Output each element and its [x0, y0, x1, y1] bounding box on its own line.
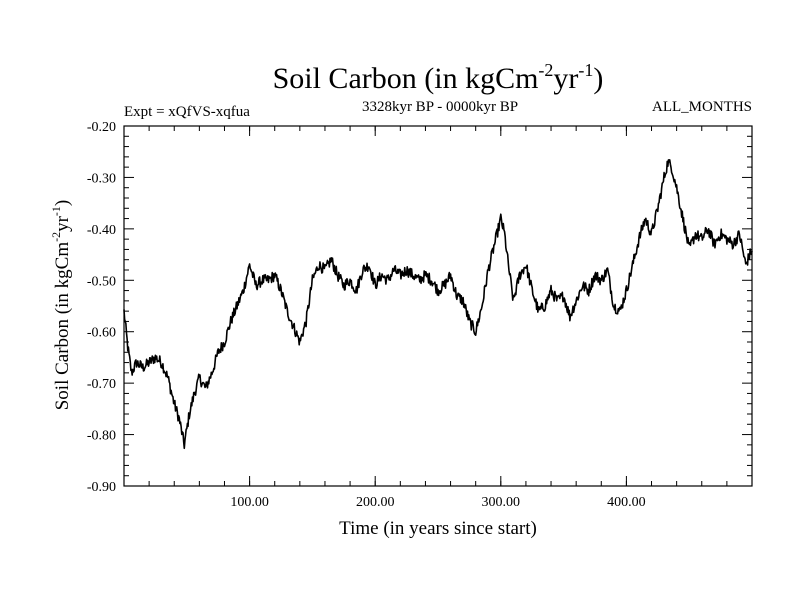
chart-title: Soil Carbon (in kgCm-2yr-1) — [273, 60, 604, 95]
y-tick-label: -0.50 — [87, 274, 116, 289]
chart-title-main: Soil Carbon (in kgCm — [273, 62, 539, 95]
subtitle-right: ALL_MONTHS — [652, 99, 752, 115]
plot-area — [123, 159, 753, 450]
y-axis-title-sup2: -1 — [49, 206, 63, 216]
chart-title-sup1: -2 — [538, 60, 553, 80]
y-tick-label: -0.90 — [87, 480, 116, 495]
y-axis-title: Soil Carbon (in kgCm-2yr-1) — [49, 200, 73, 411]
y-tick-label: -0.60 — [87, 326, 116, 341]
chart-title-end: ) — [593, 62, 603, 95]
subtitle-left: Expt = xQfVS-xqfua — [124, 104, 250, 120]
y-axis-title-sup1: -2 — [49, 232, 63, 242]
y-tick-label: -0.80 — [87, 429, 116, 444]
axis-tick-labels: 100.00 200.00 300.00 400.00 -0.90 -0.80 -0.70 -… — [87, 120, 646, 510]
y-tick-label: -0.20 — [87, 120, 116, 135]
y-tick-label: -0.40 — [87, 223, 116, 238]
x-axis-title: Time (in years since start) — [339, 518, 537, 539]
y-tick-label: -0.30 — [87, 171, 116, 186]
y-tick-label: -0.70 — [87, 377, 116, 392]
x-tick-label: 400.00 — [607, 495, 646, 510]
x-tick-label: 100.00 — [230, 495, 269, 510]
series-line-soil-carbon — [123, 159, 753, 450]
y-axis-title-main: Soil Carbon (in kgCm — [52, 242, 73, 411]
plot-frame — [123, 125, 753, 487]
axis-ticks — [124, 125, 752, 487]
x-tick-label: 300.00 — [482, 495, 521, 510]
chart-title-sup2: -1 — [578, 60, 593, 80]
y-axis-title-end: ) — [52, 200, 73, 206]
chart-title-mid: yr — [553, 62, 578, 95]
y-axis-title-mid: yr — [52, 215, 73, 232]
x-tick-label: 200.00 — [356, 495, 395, 510]
subtitle-center: 3328kyr BP - 0000kyr BP — [362, 99, 518, 115]
